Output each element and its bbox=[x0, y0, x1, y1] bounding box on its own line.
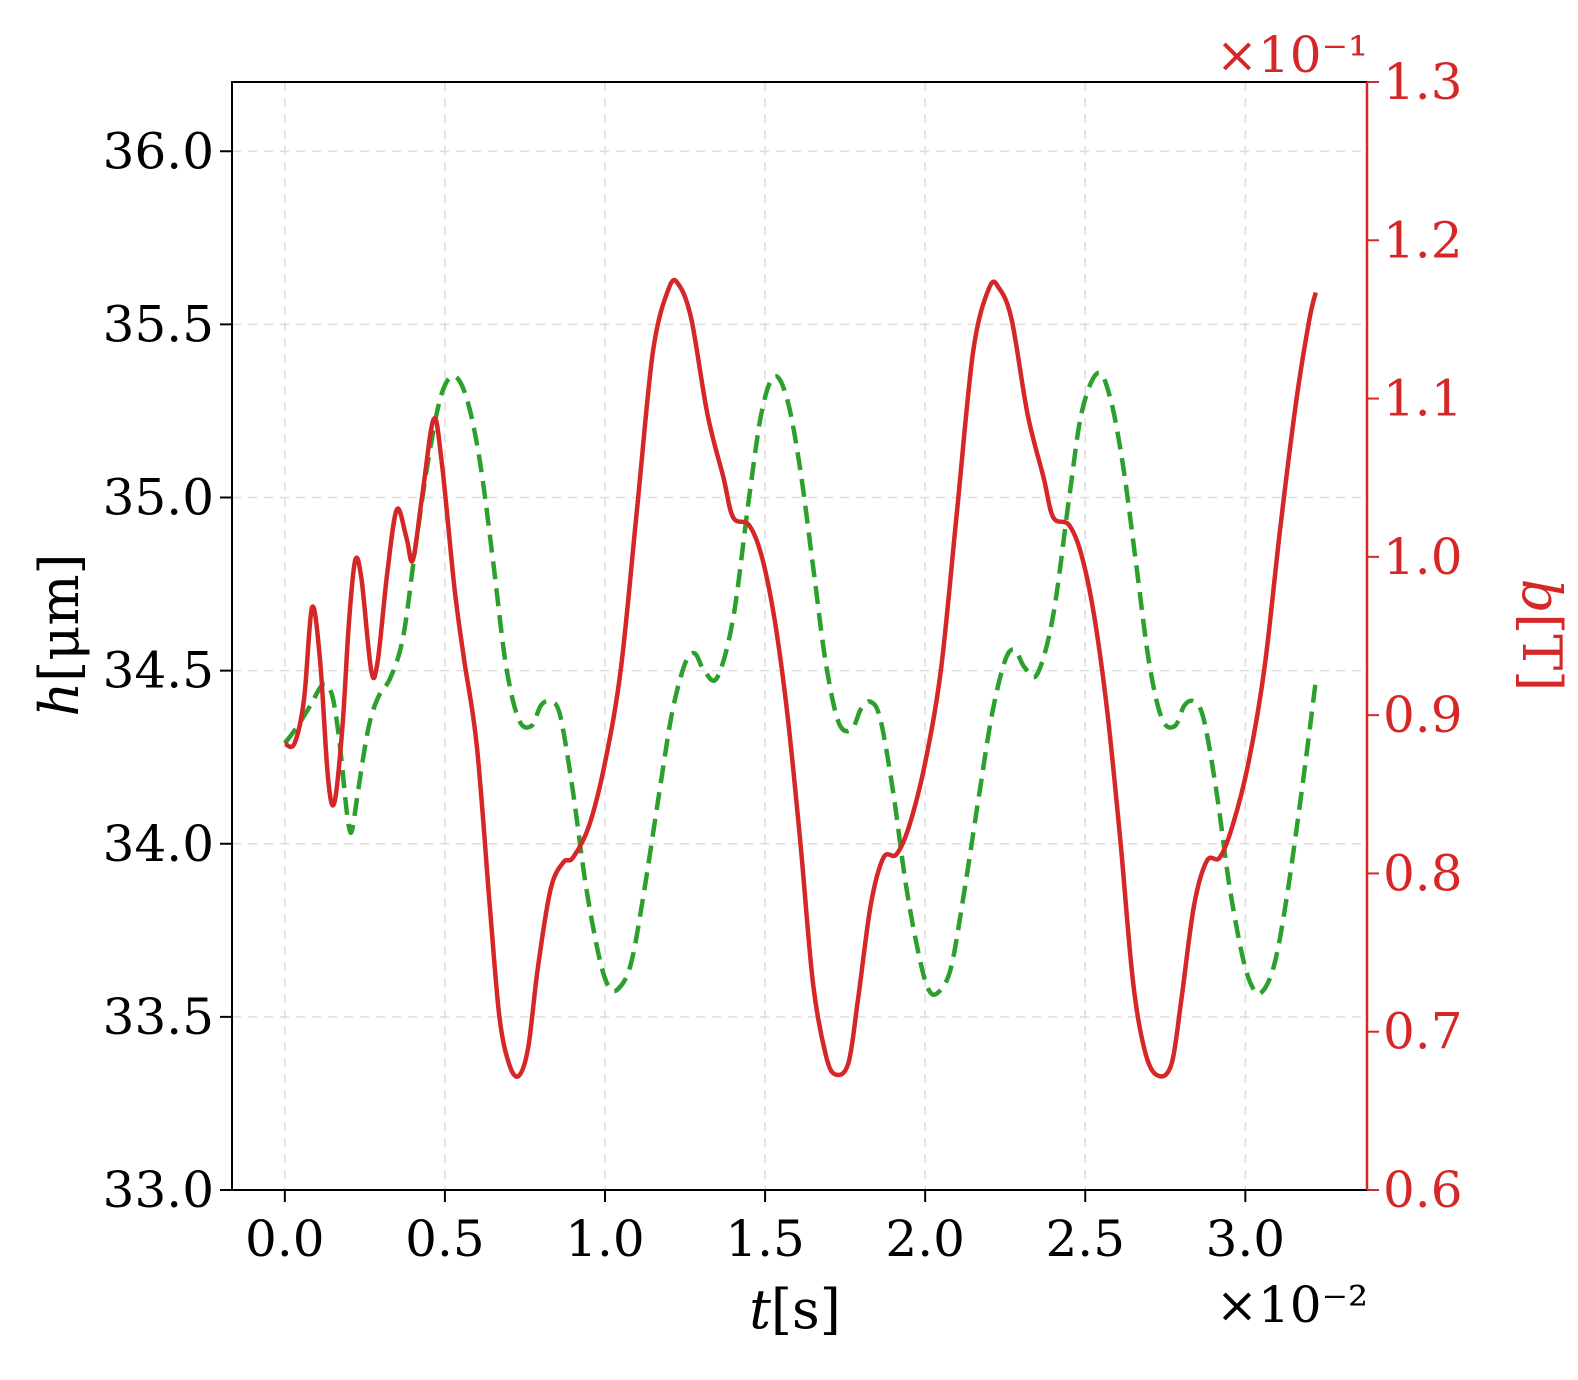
y-tick-label: 35.5 bbox=[103, 295, 214, 353]
b-series-line bbox=[283, 277, 1318, 1079]
x-tick-label: 3.0 bbox=[1206, 1210, 1286, 1268]
y2-tick-label: 1.2 bbox=[1383, 211, 1463, 269]
x-tick-label: 0.0 bbox=[245, 1210, 325, 1268]
y2-tick-label: 0.8 bbox=[1383, 844, 1463, 902]
y2-tick-label: 0.9 bbox=[1383, 686, 1463, 744]
y2-tick-label: 1.3 bbox=[1383, 53, 1463, 111]
x-tick-label: 1.0 bbox=[565, 1210, 645, 1268]
y-tick-label: 34.0 bbox=[103, 815, 214, 873]
x-tick-label: 1.5 bbox=[725, 1210, 805, 1268]
y2-tick-label: 1.1 bbox=[1383, 370, 1463, 428]
ticks: 0.0 0.5 1.0 1.5 2.0 2.5 3.0 33.0 33.5 34.0 34.5 35.… bbox=[103, 53, 1463, 1268]
y-tick-label: 36.0 bbox=[103, 122, 214, 180]
y2-tick-label: 0.6 bbox=[1383, 1161, 1463, 1219]
y-tick-label: 33.0 bbox=[103, 1161, 214, 1219]
series-layer bbox=[283, 277, 1319, 1079]
x-tick-label: 0.5 bbox=[405, 1210, 485, 1268]
x-tick-label: 2.0 bbox=[885, 1210, 965, 1268]
y2-tick-label: 0.7 bbox=[1383, 1003, 1463, 1061]
y-tick-label: 34.5 bbox=[103, 642, 214, 700]
y2-axis-title: b[T] bbox=[1510, 579, 1573, 692]
y-tick-label: 33.5 bbox=[103, 988, 214, 1046]
x-tick-label: 2.5 bbox=[1045, 1210, 1125, 1268]
y-tick-label: 35.0 bbox=[103, 469, 214, 527]
y2-tick-label: 1.0 bbox=[1383, 528, 1463, 586]
x-axis-multiplier: ×10⁻² bbox=[1216, 1276, 1368, 1334]
y2-axis-multiplier: ×10⁻¹ bbox=[1216, 26, 1368, 84]
y-axis-title: h[μm] bbox=[28, 553, 91, 716]
x-axis-title: t[s] bbox=[749, 1278, 841, 1341]
